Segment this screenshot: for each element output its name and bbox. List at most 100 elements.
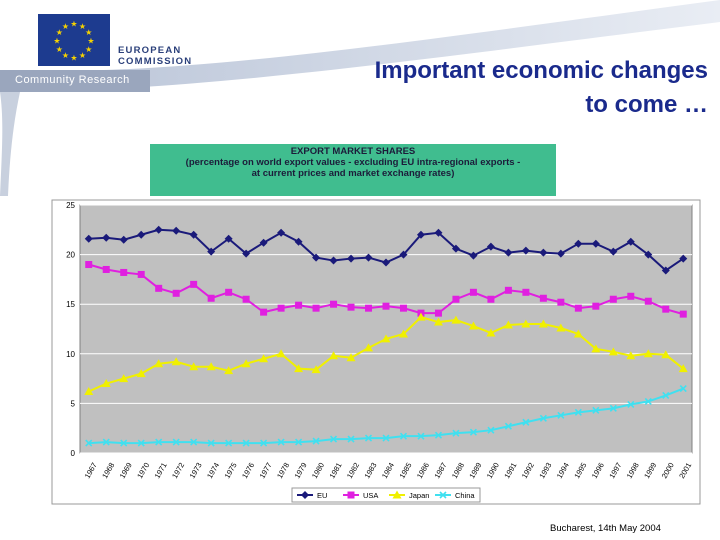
data-point	[172, 289, 180, 297]
legend-label: Japan	[409, 491, 429, 500]
data-point	[102, 438, 110, 446]
data-point	[392, 490, 402, 499]
y-tick-label: 20	[66, 251, 75, 260]
data-point	[398, 329, 408, 338]
data-point	[102, 233, 111, 242]
legend-item: Japan	[389, 490, 429, 500]
data-point	[556, 249, 565, 258]
y-tick-label: 25	[66, 201, 75, 210]
legend-item: USA	[343, 491, 378, 500]
data-point	[679, 254, 688, 263]
data-point	[329, 351, 339, 360]
data-point	[573, 329, 583, 338]
data-point	[301, 491, 309, 499]
data-point	[295, 438, 303, 446]
chart-title-box: EXPORT MARKET SHARES (percentage on worl…	[150, 144, 556, 196]
data-point	[592, 302, 600, 310]
header-swoosh	[0, 0, 720, 196]
series-japan	[84, 312, 688, 395]
data-point	[522, 288, 530, 296]
data-point	[137, 270, 145, 278]
y-tick-label: 10	[66, 350, 75, 359]
data-point	[119, 374, 129, 383]
data-point	[434, 309, 442, 317]
data-point	[661, 350, 671, 359]
data-point	[260, 439, 268, 447]
data-point	[277, 304, 285, 312]
data-point	[207, 439, 215, 447]
data-point	[346, 353, 356, 362]
data-point	[468, 321, 478, 330]
data-point	[347, 435, 355, 443]
data-point	[224, 366, 234, 375]
y-tick-label: 0	[71, 449, 76, 458]
y-tick-label: 5	[71, 399, 76, 408]
data-point	[574, 239, 583, 248]
data-point	[557, 298, 565, 306]
data-point	[329, 256, 338, 265]
data-point	[189, 362, 199, 371]
flag-star: ★	[53, 37, 60, 46]
data-point	[662, 391, 670, 400]
data-point	[574, 304, 582, 312]
data-point	[207, 247, 216, 256]
data-point	[592, 406, 600, 414]
data-point	[557, 411, 565, 419]
data-point	[225, 288, 233, 296]
chart-subtitle-1: (percentage on world export values - exc…	[185, 157, 521, 168]
data-point	[382, 302, 390, 310]
data-point	[85, 439, 93, 447]
data-point	[399, 432, 408, 440]
data-point	[312, 253, 321, 262]
data-point	[504, 286, 512, 294]
data-point	[84, 234, 93, 243]
flag-star: ★	[62, 22, 69, 31]
data-point	[451, 244, 460, 253]
data-point	[329, 435, 338, 443]
data-point	[644, 297, 652, 305]
title-line-1: Important economic changes	[374, 57, 708, 84]
data-point	[101, 379, 111, 388]
eu-flag-icon: ★ ★ ★ ★ ★ ★ ★ ★ ★ ★ ★ ★	[38, 14, 110, 66]
data-point	[294, 237, 303, 246]
data-point	[277, 228, 286, 237]
data-point	[347, 491, 355, 499]
data-point	[260, 308, 268, 316]
data-point	[365, 304, 373, 312]
data-point	[225, 439, 233, 447]
data-point	[643, 349, 653, 358]
series-china	[85, 384, 687, 447]
legend-label: USA	[363, 491, 378, 500]
data-point	[644, 397, 652, 405]
data-point	[644, 250, 653, 259]
data-point	[487, 295, 495, 303]
data-point	[574, 408, 582, 416]
data-point	[119, 235, 128, 244]
data-point	[120, 268, 128, 276]
flag-star: ★	[56, 28, 63, 37]
legend-label: China	[455, 491, 475, 500]
data-point	[137, 230, 146, 239]
flag-star: ★	[87, 37, 94, 46]
flag-star: ★	[79, 51, 86, 60]
chart-subtitle-2: at current prices and market exchange ra…	[251, 168, 455, 179]
data-point	[154, 225, 163, 234]
data-point	[364, 343, 374, 352]
legend-item: EU	[297, 491, 327, 500]
legend-label: EU	[317, 491, 327, 500]
data-point	[259, 238, 268, 247]
data-point	[434, 431, 443, 439]
data-point	[206, 362, 216, 371]
data-point	[242, 249, 251, 258]
data-point	[539, 414, 547, 422]
data-point	[469, 288, 477, 296]
data-point	[312, 437, 320, 445]
data-point	[591, 239, 600, 248]
community-research-label: Community Research	[15, 74, 130, 86]
flag-star: ★	[56, 45, 63, 54]
data-point	[399, 304, 407, 312]
data-point	[433, 317, 443, 326]
slide-title: Important economic changes to come …	[375, 54, 708, 122]
data-point	[439, 491, 447, 499]
